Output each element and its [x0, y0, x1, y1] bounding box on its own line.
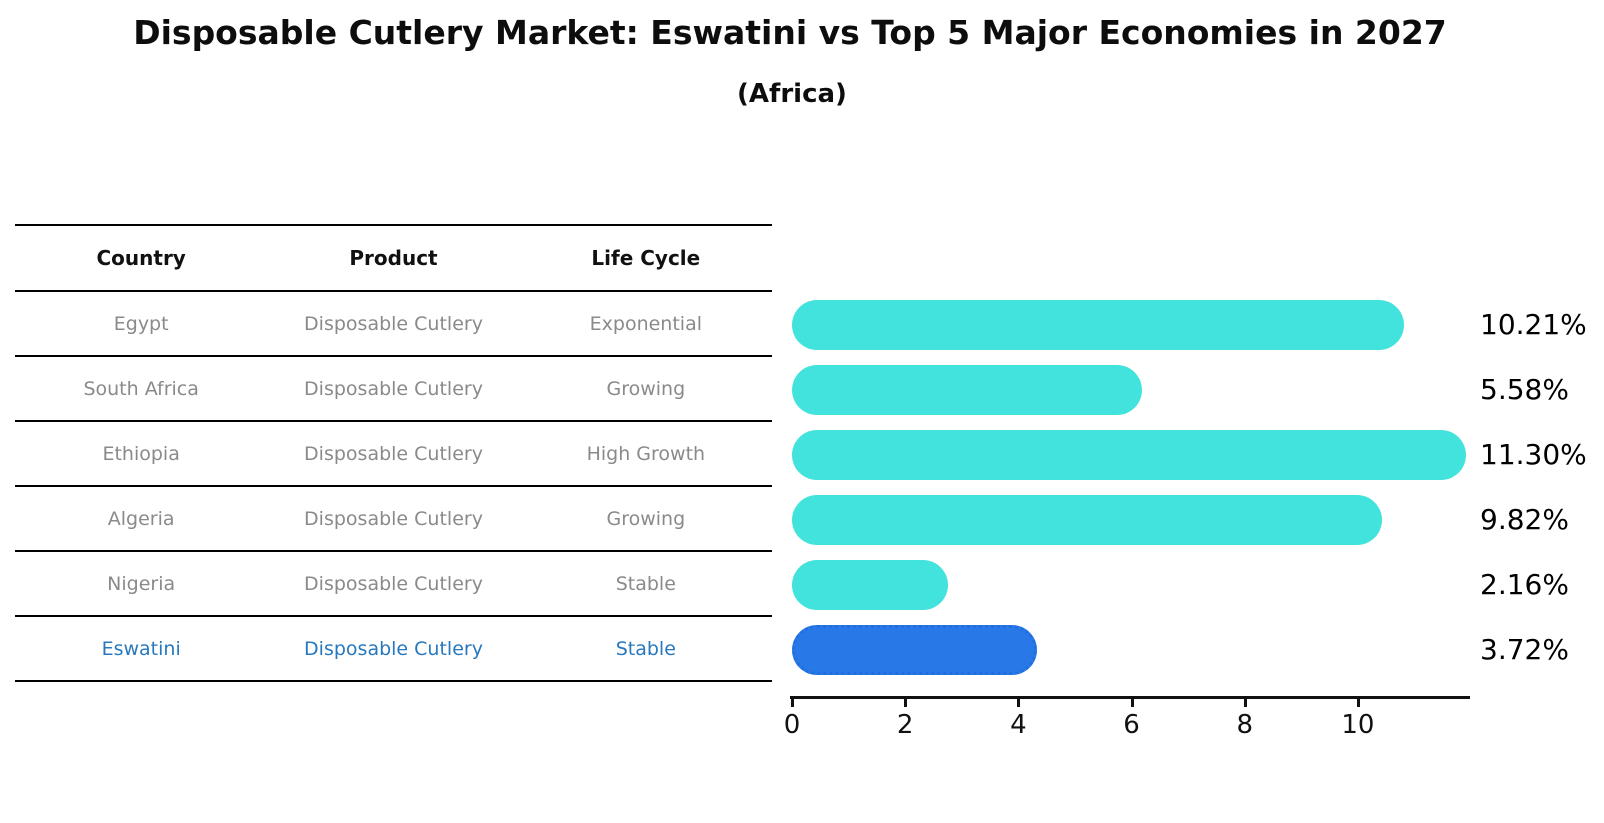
- bar-row: 10.21%: [792, 300, 1604, 350]
- x-tick-label: 2: [896, 710, 914, 740]
- life-cycle-cell: High Growth: [586, 442, 706, 465]
- header-product: Product: [349, 246, 438, 270]
- bar-row: 3.72%: [792, 625, 1604, 675]
- x-axis: [790, 696, 1470, 699]
- bar-value-label: 9.82%: [1480, 503, 1569, 536]
- life-cycle-cell: Growing: [606, 377, 686, 400]
- product-cell: Disposable Cutlery: [304, 442, 483, 465]
- table-row: Ethiopia Disposable Cutlery High Growth: [15, 422, 772, 487]
- x-tick-label: 4: [1010, 710, 1027, 740]
- table-row: Nigeria Disposable Cutlery Stable: [15, 552, 772, 617]
- x-axis-tick: [1356, 699, 1360, 707]
- country-cell: Egypt: [113, 312, 169, 335]
- bar-row: 5.58%: [792, 365, 1604, 415]
- x-axis-tick: [1130, 699, 1134, 707]
- bar-ethiopia: [792, 430, 1466, 480]
- bar-value-label: 10.21%: [1480, 308, 1587, 341]
- header-country: Country: [96, 246, 186, 270]
- table-row-eswatini: Eswatini Disposable Cutlery Stable: [15, 617, 772, 682]
- x-axis-tick: [791, 699, 794, 707]
- bar-value-label: 2.16%: [1480, 568, 1569, 601]
- product-cell: Disposable Cutlery: [304, 572, 483, 595]
- life-cycle-cell: Exponential: [589, 312, 702, 335]
- x-axis-tick: [1017, 699, 1021, 707]
- country-cell: Ethiopia: [102, 442, 180, 465]
- x-tick-label: 8: [1236, 710, 1254, 740]
- table-row: Egypt Disposable Cutlery Exponential: [15, 292, 772, 357]
- chart-title: Disposable Cutlery Market: Eswatini vs T…: [133, 13, 1447, 52]
- bar-row: 11.30%: [792, 430, 1604, 480]
- bar-chart: 10.21% 5.58% 11.30% 9.82% 2.16% 3.72% 0 2…: [784, 0, 1604, 823]
- country-cell: Nigeria: [107, 572, 176, 595]
- x-tick-label: 0: [783, 710, 801, 740]
- bar-value-label: 5.58%: [1480, 373, 1569, 406]
- x-tick-label: 10: [1341, 710, 1375, 740]
- country-table: Country Product Life Cycle Egypt Disposa…: [15, 224, 772, 682]
- bar-eswatini: [792, 625, 1037, 675]
- x-axis-tick: [904, 699, 908, 707]
- bar-value-label: 11.30%: [1480, 438, 1587, 471]
- x-tick-label: 6: [1123, 710, 1140, 740]
- table-header-row: Country Product Life Cycle: [15, 226, 772, 292]
- table-row: Algeria Disposable Cutlery Growing: [15, 487, 772, 552]
- country-cell: Algeria: [107, 507, 175, 530]
- bar-egypt: [792, 300, 1404, 350]
- bar-south-africa: [792, 365, 1142, 415]
- life-cycle-cell: Stable: [615, 637, 676, 660]
- bar-value-label: 3.72%: [1480, 633, 1569, 666]
- life-cycle-cell: Growing: [606, 507, 686, 530]
- country-cell: South Africa: [83, 377, 199, 400]
- bar-algeria: [792, 495, 1382, 545]
- x-axis-tick: [1243, 699, 1247, 707]
- life-cycle-cell: Stable: [615, 572, 676, 595]
- bar-row: 2.16%: [792, 560, 1604, 610]
- bar-nigeria: [792, 560, 949, 610]
- country-cell: Eswatini: [101, 637, 181, 660]
- product-cell: Disposable Cutlery: [304, 312, 483, 335]
- chart-subtitle: (Africa): [737, 79, 847, 109]
- table-row: South Africa Disposable Cutlery Growing: [15, 357, 772, 422]
- header-life-cycle: Life Cycle: [591, 246, 701, 270]
- product-cell: Disposable Cutlery: [304, 507, 483, 530]
- product-cell: Disposable Cutlery: [304, 637, 483, 660]
- bar-row: 9.82%: [792, 495, 1604, 545]
- product-cell: Disposable Cutlery: [304, 377, 483, 400]
